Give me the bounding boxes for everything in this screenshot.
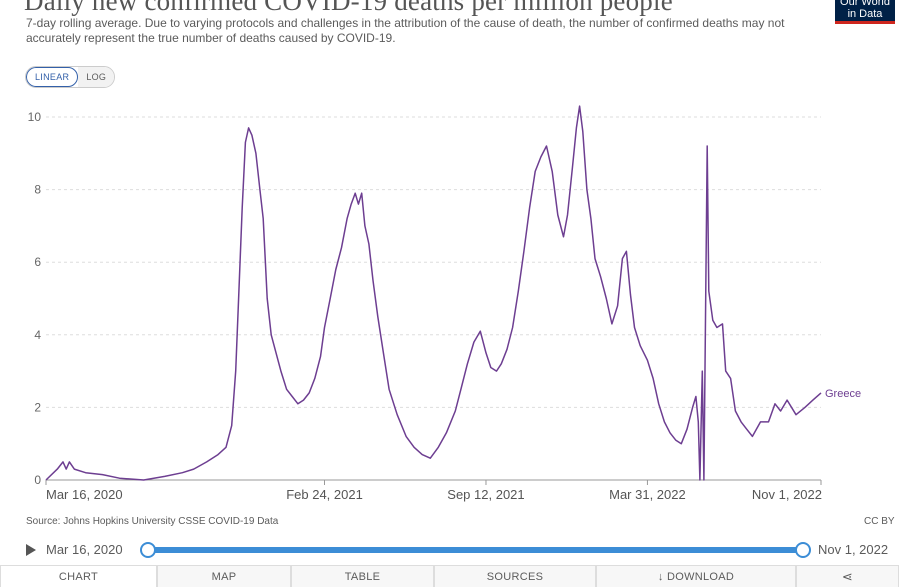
x-tick-label: Sep 12, 2021 (447, 487, 524, 502)
logo-line-2: in Data (847, 8, 883, 20)
timeline-track[interactable] (147, 547, 802, 553)
y-axis: 0 2 4 6 8 10 (28, 110, 42, 487)
tab-table[interactable]: TABLE (291, 565, 434, 587)
line-chart: 0 2 4 6 8 10 Mar 16, 2020 Feb 24, 2021 Sep 12, … (28, 105, 861, 502)
x-tick-label: Mar 31, 2022 (609, 487, 686, 502)
series-line-greece (45, 105, 822, 481)
y-tick-label: 8 (34, 183, 41, 197)
grid-layer (46, 116, 821, 481)
x-tick-label: Feb 24, 2021 (286, 487, 363, 502)
timeline-end-label: Nov 1, 2022 (818, 542, 889, 557)
timeline-end-handle[interactable] (795, 542, 811, 558)
y-tick-label: 6 (34, 255, 41, 269)
x-axis: Mar 16, 2020 Feb 24, 2021 Sep 12, 2021 Mar … (45, 480, 822, 502)
owid-logo[interactable]: Our World in Data (835, 0, 895, 24)
chart-title: Daily new confirmed COVID-19 deaths per … (24, 0, 673, 16)
tab-chart[interactable]: CHART (0, 565, 157, 587)
log-scale-button[interactable]: LOG (78, 67, 115, 87)
timeline-start-handle[interactable] (140, 542, 156, 558)
logo-line-1: Our World (840, 0, 890, 8)
tab-map[interactable]: MAP (157, 565, 291, 587)
x-tick-label: Nov 1, 2022 (752, 487, 822, 502)
share-icon[interactable]: ⋖ (796, 565, 899, 587)
source-note: Source: Johns Hopkins University CSSE CO… (26, 516, 279, 527)
play-icon[interactable] (26, 544, 36, 556)
y-tick-label: 0 (34, 473, 41, 487)
series-layer: Greece (45, 105, 861, 481)
chart-subtitle: 7-day rolling average. Due to varying pr… (26, 16, 785, 45)
series-label-greece: Greece (825, 388, 861, 400)
y-tick-label: 4 (34, 328, 41, 342)
scale-toggle: LINEAR LOG (25, 66, 116, 88)
tab-bar: CHART MAP TABLE SOURCES ↓ DOWNLOAD ⋖ (0, 565, 899, 587)
y-tick-label: 2 (34, 400, 41, 414)
x-tick-label: Mar 16, 2020 (46, 487, 123, 502)
tab-sources[interactable]: SOURCES (434, 565, 596, 587)
timeline-start-label: Mar 16, 2020 (46, 542, 123, 557)
linear-scale-button[interactable]: LINEAR (26, 67, 79, 87)
license-link[interactable]: CC BY (864, 516, 895, 527)
y-tick-label: 10 (28, 110, 42, 124)
tab-download[interactable]: ↓ DOWNLOAD (596, 565, 796, 587)
